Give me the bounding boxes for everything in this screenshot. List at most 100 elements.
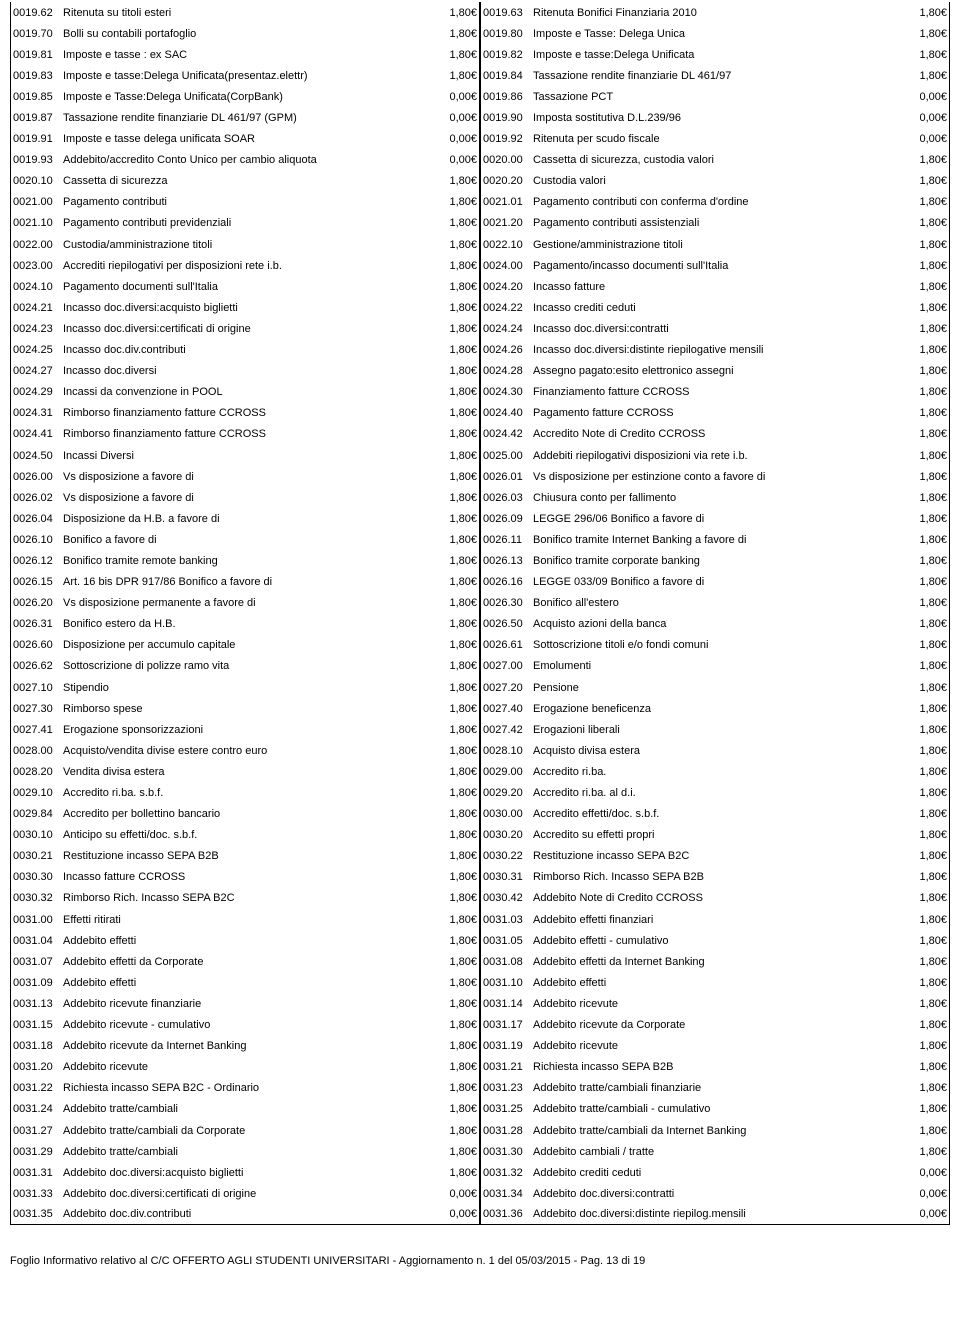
item-code: 0031.35 — [13, 1208, 63, 1220]
table-row: 0021.10Pagamento contributi previdenzial… — [10, 213, 479, 234]
item-price: 1,80€ — [907, 998, 947, 1010]
table-row: 0019.85Imposte e Tasse:Delega Unificata(… — [10, 86, 479, 107]
item-description: Accredito ri.ba. — [533, 766, 907, 778]
item-price: 1,80€ — [907, 7, 947, 19]
item-price: 1,80€ — [907, 1082, 947, 1094]
item-code: 0026.20 — [13, 597, 63, 609]
item-code: 0031.27 — [13, 1125, 63, 1137]
item-price: 1,80€ — [437, 1146, 477, 1158]
item-description: Cassetta di sicurezza — [63, 175, 437, 187]
table-row: 0030.42Addebito Note di Credito CCROSS1,… — [480, 888, 950, 909]
item-code: 0026.50 — [483, 618, 533, 630]
item-description: Incasso fatture CCROSS — [63, 871, 437, 883]
item-code: 0031.18 — [13, 1040, 63, 1052]
item-description: Pagamento contributi — [63, 196, 437, 208]
table-row: 0023.00Accrediti riepilogativi per dispo… — [10, 255, 479, 276]
item-price: 1,80€ — [437, 1103, 477, 1115]
table-row: 0026.15Art. 16 bis DPR 917/86 Bonifico a… — [10, 572, 479, 593]
item-code: 0019.82 — [483, 49, 533, 61]
table-row: 0028.10Acquisto divisa estera1,80€ — [480, 740, 950, 761]
table-row: 0019.80Imposte e Tasse: Delega Unica1,80… — [480, 23, 950, 44]
item-code: 0024.00 — [483, 260, 533, 272]
item-price: 1,80€ — [907, 217, 947, 229]
table-row: 0031.03Addebito effetti finanziari1,80€ — [480, 909, 950, 930]
item-description: Assegno pagato:esito elettronico assegni — [533, 365, 907, 377]
item-description: Pagamento/incasso documenti sull'Italia — [533, 260, 907, 272]
item-price: 1,80€ — [437, 239, 477, 251]
table-row: 0026.00Vs disposizione a favore di1,80€ — [10, 466, 479, 487]
item-description: Pagamento contributi previdenziali — [63, 217, 437, 229]
item-code: 0031.33 — [13, 1188, 63, 1200]
item-description: Tassazione rendite finanziarie DL 461/97… — [63, 112, 437, 124]
item-code: 0019.92 — [483, 133, 533, 145]
item-description: Ritenuta per scudo fiscale — [533, 133, 907, 145]
table-row: 0031.14Addebito ricevute1,80€ — [480, 993, 950, 1014]
item-price: 1,80€ — [907, 471, 947, 483]
item-description: Emolumenti — [533, 660, 907, 672]
item-price: 1,80€ — [437, 471, 477, 483]
item-price: 1,80€ — [907, 302, 947, 314]
item-description: Incasso fatture — [533, 281, 907, 293]
item-description: Restituzione incasso SEPA B2C — [533, 850, 907, 862]
table-row: 0019.90Imposta sostitutiva D.L.239/960,0… — [480, 107, 950, 128]
item-code: 0031.05 — [483, 935, 533, 947]
item-description: Addebito ricevute — [533, 998, 907, 1010]
item-description: Pagamento contributi assistenziali — [533, 217, 907, 229]
table-row: 0024.21Incasso doc.diversi:acquisto bigl… — [10, 297, 479, 318]
table-row: 0031.04Addebito effetti1,80€ — [10, 930, 479, 951]
item-description: Accredito ri.ba. al d.i. — [533, 787, 907, 799]
item-price: 1,80€ — [437, 217, 477, 229]
item-code: 0021.01 — [483, 196, 533, 208]
item-price: 1,80€ — [907, 49, 947, 61]
item-code: 0028.10 — [483, 745, 533, 757]
item-price: 1,80€ — [437, 344, 477, 356]
item-price: 1,80€ — [437, 745, 477, 757]
table-row: 0031.24Addebito tratte/cambiali1,80€ — [10, 1099, 479, 1120]
table-row: 0029.20Accredito ri.ba. al d.i.1,80€ — [480, 782, 950, 803]
item-code: 0024.42 — [483, 428, 533, 440]
item-code: 0019.70 — [13, 28, 63, 40]
item-description: Addebito doc.div.contributi — [63, 1208, 437, 1220]
item-description: Vs disposizione a favore di — [63, 471, 437, 483]
item-code: 0019.62 — [13, 7, 63, 19]
item-description: Addebiti riepilogativi disposizioni via … — [533, 450, 907, 462]
item-code: 0026.61 — [483, 639, 533, 651]
item-price: 1,80€ — [437, 703, 477, 715]
item-price: 1,80€ — [907, 597, 947, 609]
item-code: 0031.31 — [13, 1167, 63, 1179]
table-row: 0031.07Addebito effetti da Corporate1,80… — [10, 951, 479, 972]
price-table-left-column: 0019.62Ritenuta su titoli esteri1,80€001… — [10, 2, 480, 1225]
item-code: 0019.93 — [13, 154, 63, 166]
item-description: Acquisto azioni della banca — [533, 618, 907, 630]
item-price: 1,80€ — [907, 639, 947, 651]
item-code: 0024.28 — [483, 365, 533, 377]
table-row: 0027.40Erogazione beneficenza1,80€ — [480, 698, 950, 719]
item-description: Addebito ricevute finanziarie — [63, 998, 437, 1010]
item-description: Addebito doc.diversi:acquisto biglietti — [63, 1167, 437, 1179]
item-code: 0026.10 — [13, 534, 63, 546]
table-row: 0024.29Incassi da convenzione in POOL1,8… — [10, 382, 479, 403]
item-price: 1,80€ — [437, 724, 477, 736]
table-row: 0019.62Ritenuta su titoli esteri1,80€ — [10, 2, 479, 23]
item-description: Addebito ricevute da Internet Banking — [63, 1040, 437, 1052]
table-row: 0030.30Incasso fatture CCROSS1,80€ — [10, 867, 479, 888]
item-code: 0031.21 — [483, 1061, 533, 1073]
item-price: 1,80€ — [907, 196, 947, 208]
table-row: 0026.09LEGGE 296/06 Bonifico a favore di… — [480, 508, 950, 529]
item-price: 1,80€ — [907, 1103, 947, 1115]
item-price: 0,00€ — [437, 1208, 477, 1220]
item-description: Erogazione sponsorizzazioni — [63, 724, 437, 736]
table-row: 0019.91Imposte e tasse delega unificata … — [10, 129, 479, 150]
table-row: 0031.08Addebito effetti da Internet Bank… — [480, 951, 950, 972]
item-price: 1,80€ — [907, 555, 947, 567]
item-code: 0026.30 — [483, 597, 533, 609]
item-code: 0025.00 — [483, 450, 533, 462]
item-code: 0019.83 — [13, 70, 63, 82]
table-row: 0030.32Rimborso Rich. Incasso SEPA B2C1,… — [10, 888, 479, 909]
item-price: 1,80€ — [907, 1146, 947, 1158]
table-row: 0026.30Bonifico all'estero1,80€ — [480, 593, 950, 614]
table-row: 0030.31Rimborso Rich. Incasso SEPA B2B1,… — [480, 867, 950, 888]
item-code: 0031.10 — [483, 977, 533, 989]
table-row: 0024.28Assegno pagato:esito elettronico … — [480, 361, 950, 382]
item-description: Disposizione da H.B. a favore di — [63, 513, 437, 525]
